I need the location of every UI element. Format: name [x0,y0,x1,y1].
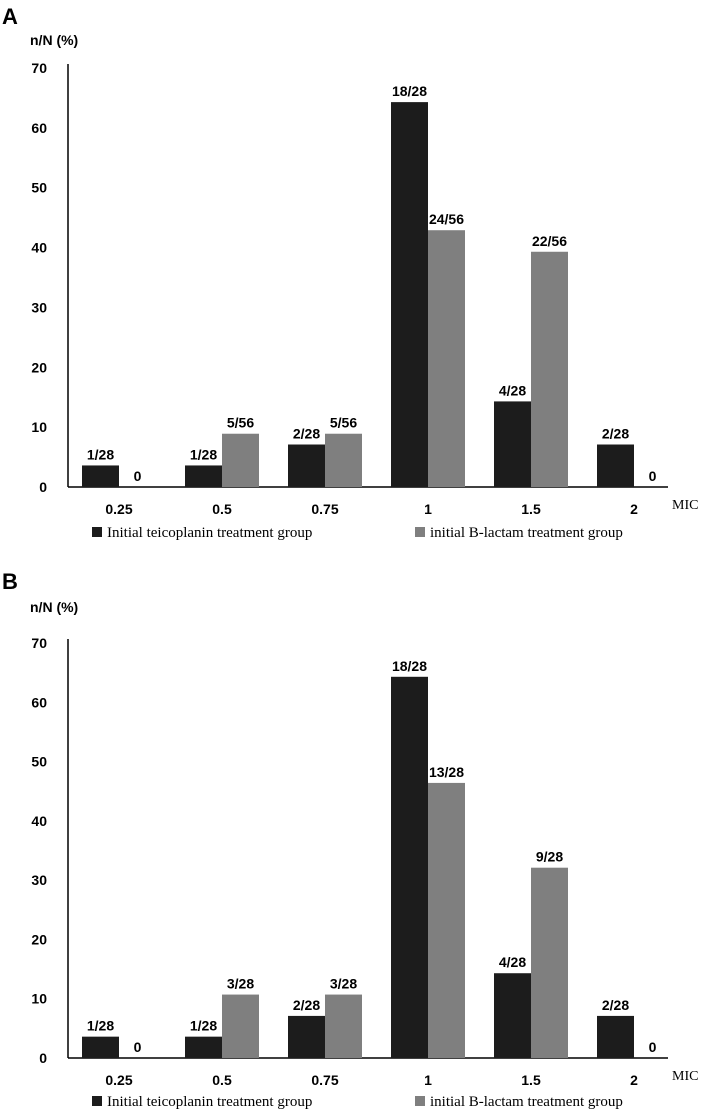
x-tick-label: 0.25 [105,501,132,517]
y-tick-label: 40 [31,240,47,256]
y-tick-label: 70 [31,635,47,651]
legend-entry: initial B-lactam treatment group [430,525,623,541]
x-tick-label: 1.5 [521,1072,541,1088]
y-tick-label: 10 [31,991,47,1007]
bar-teicoplanin [288,1015,325,1058]
bar-data-label: 13/28 [429,764,464,780]
bar-data-label: 3/28 [227,976,254,992]
y-tick-label: 0 [39,479,47,495]
x-tick-label: 1.5 [521,501,541,517]
bar-teicoplanin [391,676,428,1058]
x-tick-label: 0.75 [311,501,338,517]
x-tick-label: 1 [424,501,432,517]
x-tick-label: 0.25 [105,1072,132,1088]
bar-b-lactam [325,994,362,1058]
bar-b-lactam [325,433,362,487]
x-tick-label: 0.5 [212,1072,232,1088]
bar-teicoplanin [494,973,531,1058]
legend-swatch-b-lactam [415,1096,425,1106]
y-tick-label: 0 [39,1050,47,1066]
bar-teicoplanin [494,401,531,487]
y-tick-label: 20 [31,931,47,947]
bar-b-lactam [531,251,568,487]
y-tick-label: 50 [31,180,47,196]
x-tick-label: 2 [630,1072,638,1088]
bar-data-label: 1/28 [87,1018,114,1034]
bar-b-lactam [222,994,259,1058]
y-tick-label: 30 [31,872,47,888]
bar-data-label: 2/28 [293,997,320,1013]
bar-teicoplanin [597,444,634,487]
legend-entry: Initial teicoplanin treatment group [107,1094,312,1110]
y-axis-label: n/N (%) [30,599,78,615]
bar-b-lactam [428,230,465,487]
bar-teicoplanin [82,1036,119,1058]
bar-data-label: 2/28 [602,997,629,1013]
y-tick-label: 40 [31,813,47,829]
panel-letter: A [2,4,18,29]
bar-b-lactam [222,433,259,487]
bar-teicoplanin [597,1015,634,1058]
legend-swatch-teicoplanin [92,527,102,537]
bar-data-label: 18/28 [392,83,427,99]
panel-letter: B [2,569,18,594]
bar-data-label: 3/28 [330,976,357,992]
bar-data-label: 0 [134,468,142,484]
bar-teicoplanin [185,1036,222,1058]
bar-data-label: 4/28 [499,954,526,970]
bar-b-lactam [531,867,568,1058]
bar-data-label: 0 [649,1039,657,1055]
bar-data-label: 4/28 [499,382,526,398]
legend-swatch-teicoplanin [92,1096,102,1106]
y-tick-label: 60 [31,120,47,136]
bar-data-label: 1/28 [190,446,217,462]
y-tick-label: 50 [31,754,47,770]
y-tick-label: 10 [31,419,47,435]
bar-data-label: 2/28 [293,426,320,442]
bar-data-label: 2/28 [602,426,629,442]
legend-entry: initial B-lactam treatment group [430,1094,623,1110]
y-tick-label: 30 [31,299,47,315]
bar-data-label: 5/56 [330,415,357,431]
y-tick-label: 70 [31,60,47,76]
chart-panel-a: An/N (%)0102030405060701/2800.251/285/56… [2,4,698,541]
legend-entry: Initial teicoplanin treatment group [107,525,312,541]
bar-data-label: 0 [134,1039,142,1055]
y-tick-label: 60 [31,694,47,710]
bar-teicoplanin [185,465,222,487]
bar-data-label: 24/56 [429,211,464,227]
x-axis-label: MIC [672,1069,698,1084]
bar-data-label: 18/28 [392,658,427,674]
x-tick-label: 2 [630,501,638,517]
bar-data-label: 1/28 [190,1018,217,1034]
bar-teicoplanin [288,444,325,487]
bar-data-label: 1/28 [87,446,114,462]
bar-data-label: 0 [649,468,657,484]
chart-panel-b: Bn/N (%)0102030405060701/2800.251/283/28… [2,569,698,1110]
bar-data-label: 5/56 [227,415,254,431]
legend-swatch-b-lactam [415,527,425,537]
bar-teicoplanin [391,102,428,488]
bar-teicoplanin [82,465,119,487]
bar-b-lactam [428,782,465,1058]
y-axis-label: n/N (%) [30,32,78,48]
bar-data-label: 9/28 [536,849,563,865]
x-axis-label: MIC [672,498,698,513]
x-tick-label: 1 [424,1072,432,1088]
y-tick-label: 20 [31,359,47,375]
x-tick-label: 0.75 [311,1072,338,1088]
x-tick-label: 0.5 [212,501,232,517]
bar-data-label: 22/56 [532,233,567,249]
